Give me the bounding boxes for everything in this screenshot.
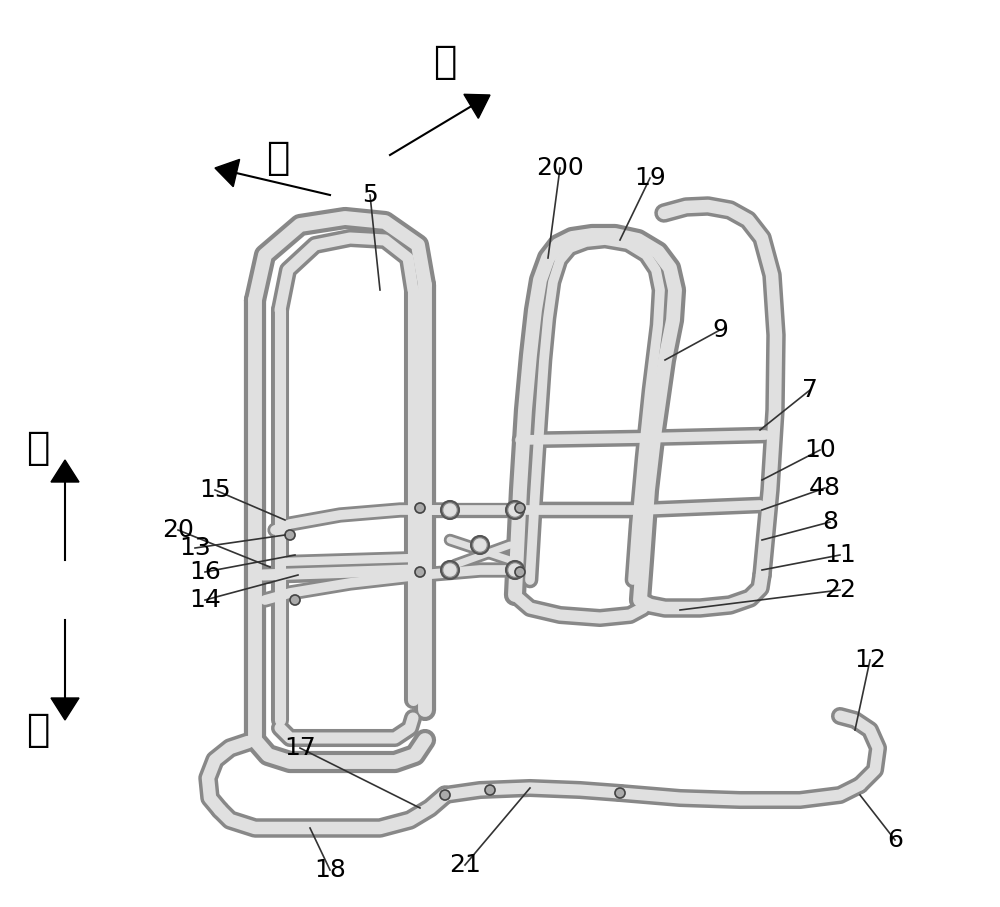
Text: 18: 18 (314, 858, 346, 882)
Circle shape (615, 788, 625, 798)
Text: 200: 200 (536, 156, 584, 180)
Polygon shape (51, 460, 79, 482)
Text: 16: 16 (189, 560, 221, 584)
Text: 22: 22 (824, 578, 856, 602)
Text: 20: 20 (162, 518, 194, 542)
Circle shape (509, 504, 521, 516)
Circle shape (444, 504, 456, 516)
Text: 19: 19 (634, 166, 666, 190)
Text: 11: 11 (824, 543, 856, 567)
Text: 17: 17 (284, 736, 316, 760)
Text: 5: 5 (362, 183, 378, 207)
Text: 13: 13 (179, 536, 211, 560)
Polygon shape (215, 160, 240, 187)
Circle shape (415, 567, 425, 577)
Text: 6: 6 (887, 828, 903, 852)
Text: 右: 右 (266, 139, 290, 177)
Polygon shape (51, 698, 79, 720)
Text: 8: 8 (822, 510, 838, 534)
Text: 21: 21 (449, 853, 481, 877)
Circle shape (506, 561, 524, 579)
Circle shape (515, 503, 525, 513)
Polygon shape (464, 94, 490, 118)
Circle shape (285, 530, 295, 540)
Text: 14: 14 (189, 588, 221, 612)
Text: 左: 左 (433, 43, 457, 81)
Circle shape (506, 501, 524, 519)
Text: 12: 12 (854, 648, 886, 672)
Circle shape (440, 790, 450, 800)
Text: 下: 下 (26, 711, 50, 749)
Circle shape (515, 567, 525, 577)
Circle shape (415, 503, 425, 513)
Text: 7: 7 (802, 378, 818, 402)
Circle shape (290, 595, 300, 605)
Circle shape (471, 536, 489, 554)
Circle shape (485, 785, 495, 795)
Circle shape (441, 501, 459, 519)
Circle shape (441, 561, 459, 579)
Text: 15: 15 (199, 478, 231, 502)
Circle shape (474, 539, 486, 551)
Text: 10: 10 (804, 438, 836, 462)
Text: 上: 上 (26, 429, 50, 467)
Circle shape (509, 564, 521, 576)
Text: 48: 48 (809, 476, 841, 500)
Text: 9: 9 (712, 318, 728, 342)
Circle shape (444, 564, 456, 576)
